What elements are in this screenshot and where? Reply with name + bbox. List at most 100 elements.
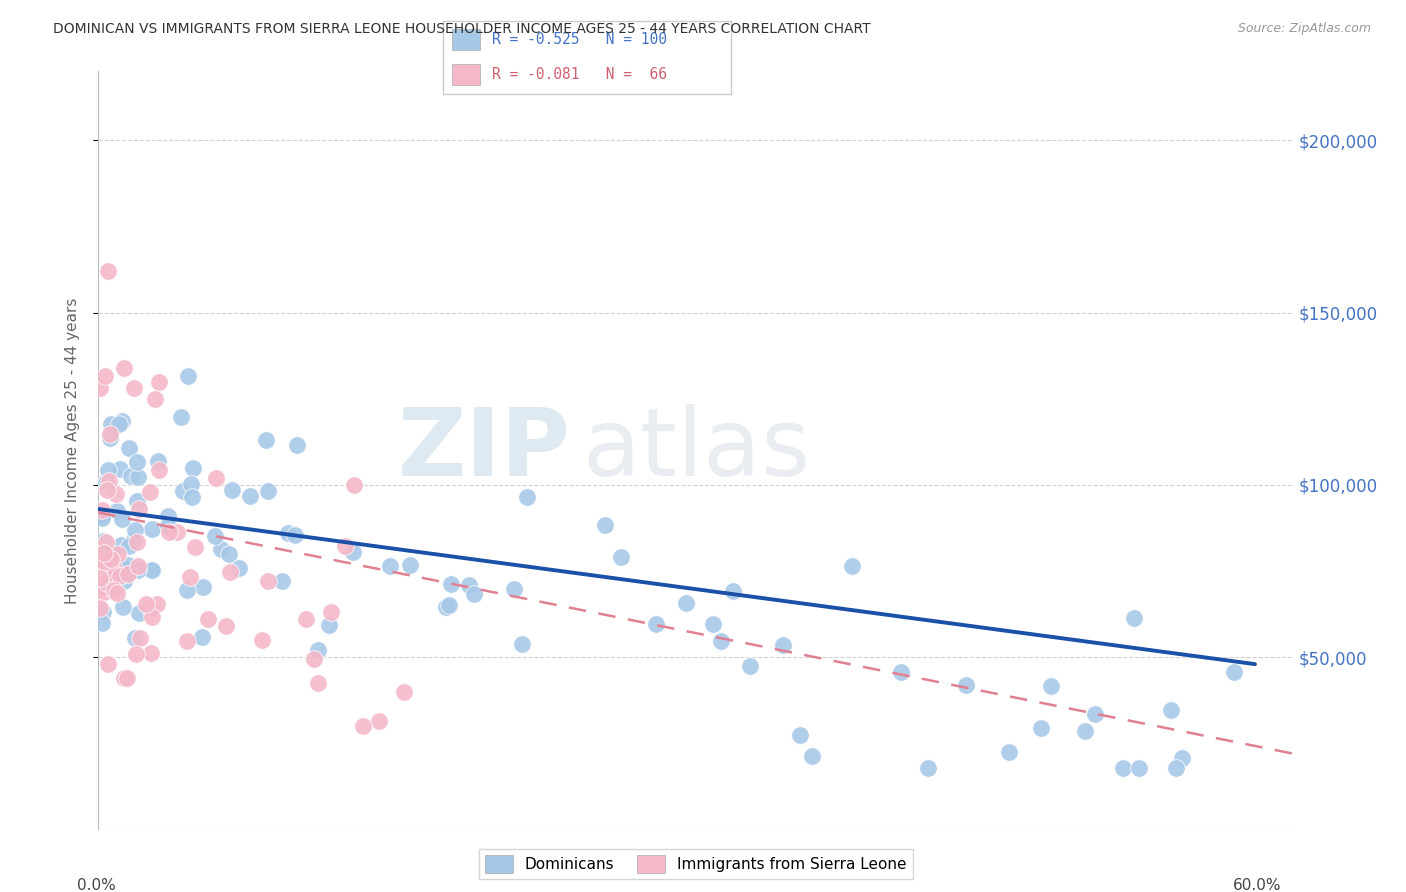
Point [180, 477, 202, 491]
Point [215, 619, 238, 633]
Point [257, 483, 280, 498]
Point [170, 409, 193, 424]
Point [96, 576, 118, 591]
Point [463, 586, 485, 600]
Point [503, 582, 526, 597]
Point [890, 665, 912, 679]
Point [111, 414, 134, 428]
Point [104, 567, 127, 582]
Point [277, 526, 299, 541]
Point [141, 610, 163, 624]
Point [172, 484, 194, 499]
Point [97, 474, 120, 488]
Point [1112, 760, 1135, 774]
Point [120, 469, 142, 483]
Point [179, 570, 201, 584]
FancyBboxPatch shape [451, 64, 481, 85]
Point [91, 616, 114, 631]
Point [1073, 723, 1095, 738]
Point [91, 508, 114, 522]
Point [294, 612, 316, 626]
Point [998, 746, 1021, 760]
Text: R = -0.525   N = 100: R = -0.525 N = 100 [492, 32, 666, 47]
Text: Source: ZipAtlas.com: Source: ZipAtlas.com [1237, 22, 1371, 36]
Point [128, 502, 150, 516]
Point [148, 453, 170, 467]
Point [122, 381, 145, 395]
Point [342, 545, 364, 559]
Point [141, 562, 163, 576]
Text: ZIP: ZIP [398, 404, 571, 497]
Point [98, 431, 121, 445]
Point [91, 606, 114, 620]
Point [221, 483, 243, 498]
Point [398, 558, 420, 573]
Point [157, 519, 180, 533]
Point [100, 552, 122, 566]
Point [112, 671, 135, 685]
Point [335, 539, 357, 553]
Point [1039, 679, 1062, 693]
Point [367, 714, 389, 728]
Point [112, 599, 135, 614]
Point [112, 360, 135, 375]
Point [285, 438, 308, 452]
Point [271, 574, 294, 588]
Text: DOMINICAN VS IMMIGRANTS FROM SIERRA LEONE HOUSEHOLDER INCOME AGES 25 - 44 YEARS : DOMINICAN VS IMMIGRANTS FROM SIERRA LEON… [53, 22, 872, 37]
Point [139, 646, 162, 660]
Point [510, 637, 533, 651]
Point [111, 512, 134, 526]
Point [218, 565, 240, 579]
Point [124, 631, 146, 645]
Point [125, 454, 148, 468]
Point [117, 566, 139, 581]
Point [143, 392, 166, 406]
Point [128, 606, 150, 620]
Point [675, 596, 697, 610]
Point [148, 375, 170, 389]
Point [181, 461, 204, 475]
Point [148, 463, 170, 477]
Point [129, 631, 152, 645]
Point [105, 504, 128, 518]
Point [93, 544, 115, 558]
Point [702, 617, 724, 632]
Point [218, 547, 240, 561]
Point [117, 558, 139, 573]
Point [104, 563, 127, 577]
Point [135, 597, 157, 611]
Point [118, 441, 141, 455]
Point [125, 534, 148, 549]
Point [89, 571, 111, 585]
Point [302, 652, 325, 666]
Point [127, 563, 149, 577]
Point [352, 719, 374, 733]
Point [740, 659, 762, 673]
Point [1223, 665, 1246, 679]
Point [91, 503, 114, 517]
Point [1170, 751, 1192, 765]
Text: R = -0.081   N =  66: R = -0.081 N = 66 [492, 67, 666, 82]
Point [343, 477, 366, 491]
Point [307, 642, 329, 657]
Point [108, 462, 131, 476]
Point [89, 601, 111, 615]
Point [124, 523, 146, 537]
Point [378, 559, 401, 574]
Point [1164, 760, 1187, 774]
Point [156, 508, 179, 523]
Point [91, 533, 114, 548]
Point [127, 470, 149, 484]
Point [321, 605, 343, 619]
Point [645, 617, 668, 632]
Point [239, 489, 262, 503]
Point [184, 540, 207, 554]
Point [917, 760, 939, 774]
Point [94, 535, 117, 549]
Point [181, 490, 204, 504]
Point [105, 586, 128, 600]
Point [139, 601, 162, 615]
Point [516, 490, 538, 504]
Point [176, 582, 198, 597]
Point [157, 525, 180, 540]
